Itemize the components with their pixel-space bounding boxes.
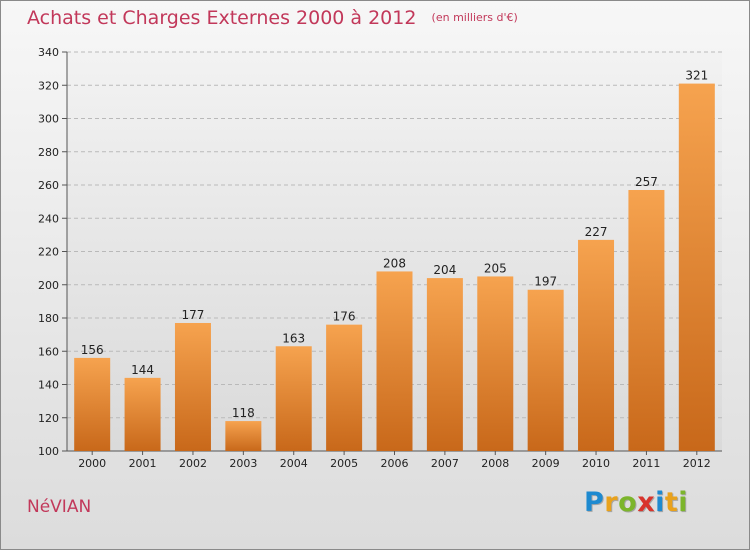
logo-letter: o [618,487,638,518]
x-tick-label: 2006 [381,457,409,470]
logo-letter: P [584,487,605,518]
logo-letter: x [637,487,656,518]
y-tick-label: 160 [38,345,59,358]
data-label: 176 [333,310,356,324]
data-label: 205 [484,261,507,275]
bar [225,421,262,451]
bar [74,357,111,451]
y-tick-label: 260 [38,179,59,192]
logo-letter: r [604,487,619,518]
y-tick-label: 120 [38,412,59,425]
x-tick-label: 2003 [229,457,257,470]
data-label: 204 [433,263,456,277]
y-tick-label: 340 [38,46,59,59]
bar [426,278,463,451]
x-tick-label: 2009 [532,457,560,470]
y-tick-label: 220 [38,246,59,259]
bar [326,324,363,451]
data-label: 257 [635,175,658,189]
bar [376,271,413,451]
data-label: 321 [685,69,708,83]
bar [628,189,665,452]
x-tick-label: 2004 [280,457,308,470]
y-tick-label: 300 [38,113,59,126]
bar [124,377,161,451]
logo-letter: i [678,487,689,518]
y-tick-label: 320 [38,79,59,92]
data-label: 118 [232,406,255,420]
chart-title: Achats et Charges Externes 2000 à 2012 [27,7,417,29]
commune-name: NéVIAN [27,497,92,517]
bar [578,239,615,451]
logo-letter: t [664,487,679,518]
data-label: 227 [585,225,608,239]
x-tick-label: 2001 [129,457,157,470]
y-tick-label: 200 [38,279,59,292]
bar [477,276,514,451]
x-tick-label: 2008 [481,457,509,470]
logo-letter: i [655,487,665,518]
x-tick-label: 2005 [330,457,358,470]
bar [174,322,211,451]
data-label: 163 [282,331,305,345]
data-label: 177 [182,308,205,322]
x-tick-label: 2002 [179,457,207,470]
data-label: 156 [81,343,104,357]
x-tick-label: 2010 [582,457,610,470]
y-tick-label: 240 [38,212,59,225]
data-label: 208 [383,256,406,270]
x-tick-label: 2012 [683,457,711,470]
y-tick-label: 100 [38,445,59,458]
proxiti-logo[interactable]: Proxiti [584,487,688,518]
y-tick-label: 180 [38,312,59,325]
y-tick-label: 140 [38,379,59,392]
chart-title-block: Achats et Charges Externes 2000 à 2012 (… [27,7,518,29]
bar [527,289,564,451]
data-label: 144 [131,363,154,377]
x-tick-label: 2000 [78,457,106,470]
y-tick-label: 280 [38,146,59,159]
x-tick-label: 2007 [431,457,459,470]
chart-subtitle: (en milliers d'€) [431,11,518,24]
data-label: 197 [534,275,557,289]
x-tick-label: 2011 [632,457,660,470]
bar [275,346,312,451]
bar [678,83,715,452]
